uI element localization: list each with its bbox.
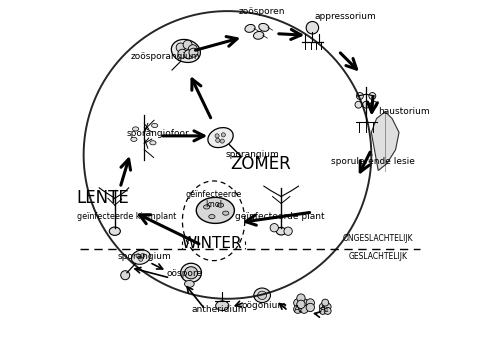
Text: ONGESLACHTELIJK: ONGESLACHTELIJK: [343, 234, 413, 243]
Circle shape: [120, 271, 130, 280]
Ellipse shape: [110, 227, 120, 235]
Ellipse shape: [204, 205, 210, 209]
Circle shape: [183, 40, 192, 49]
Circle shape: [306, 303, 314, 311]
Circle shape: [176, 43, 185, 52]
Text: oögonium: oögonium: [242, 301, 286, 309]
Circle shape: [320, 307, 326, 314]
Ellipse shape: [184, 280, 194, 287]
Circle shape: [306, 299, 314, 307]
Circle shape: [136, 254, 140, 258]
Circle shape: [216, 138, 220, 142]
Text: sporulerende lesie: sporulerende lesie: [332, 157, 415, 166]
Ellipse shape: [254, 288, 270, 303]
Ellipse shape: [184, 267, 198, 279]
Circle shape: [221, 133, 226, 137]
Text: zoösporen: zoösporen: [239, 7, 286, 16]
Ellipse shape: [131, 137, 137, 141]
Ellipse shape: [196, 197, 234, 223]
Circle shape: [294, 305, 302, 313]
Text: ZOMER: ZOMER: [230, 155, 291, 173]
Circle shape: [369, 93, 376, 100]
Ellipse shape: [172, 39, 200, 63]
Circle shape: [215, 134, 219, 138]
Circle shape: [220, 139, 224, 143]
Circle shape: [306, 22, 318, 34]
Text: oöspore: oöspore: [166, 269, 202, 278]
Circle shape: [184, 50, 193, 59]
Circle shape: [356, 93, 364, 100]
Ellipse shape: [132, 127, 138, 131]
Ellipse shape: [209, 215, 215, 219]
Text: GESLACHTELIJK: GESLACHTELIJK: [348, 252, 408, 261]
Circle shape: [189, 48, 198, 57]
Text: geïnfecteerde
knol: geïnfecteerde knol: [186, 190, 242, 209]
Polygon shape: [372, 112, 399, 171]
Circle shape: [178, 49, 187, 58]
Ellipse shape: [276, 227, 286, 235]
Ellipse shape: [254, 31, 264, 39]
Ellipse shape: [258, 291, 266, 300]
Circle shape: [320, 303, 326, 310]
Circle shape: [300, 299, 308, 307]
Text: appressorium: appressorium: [314, 13, 376, 22]
Circle shape: [324, 303, 331, 310]
Circle shape: [284, 227, 292, 235]
Circle shape: [138, 257, 143, 261]
Ellipse shape: [150, 141, 156, 145]
Text: sporangiofoor: sporangiofoor: [127, 129, 190, 137]
Ellipse shape: [216, 301, 229, 310]
Ellipse shape: [245, 25, 255, 32]
Circle shape: [324, 307, 331, 314]
Text: antheridium: antheridium: [191, 306, 246, 314]
Circle shape: [370, 101, 377, 108]
Circle shape: [297, 294, 305, 302]
Ellipse shape: [132, 250, 150, 264]
Text: sporangium: sporangium: [118, 252, 171, 261]
Text: haustorium: haustorium: [378, 107, 430, 116]
Circle shape: [270, 223, 278, 232]
Circle shape: [362, 101, 370, 108]
Circle shape: [322, 299, 328, 306]
Text: sporangium: sporangium: [226, 150, 280, 159]
Ellipse shape: [152, 124, 158, 128]
Circle shape: [300, 305, 308, 313]
Circle shape: [355, 101, 362, 108]
Text: WINTER: WINTER: [182, 236, 242, 251]
Circle shape: [297, 300, 305, 308]
Ellipse shape: [180, 263, 202, 282]
Text: A₂: A₂: [294, 306, 304, 314]
Text: A₁: A₁: [320, 306, 330, 314]
Text: geïnfecteerde kiemplant: geïnfecteerde kiemplant: [78, 212, 176, 221]
Circle shape: [294, 299, 302, 307]
Text: geïnfecteerde plant: geïnfecteerde plant: [234, 212, 324, 221]
Ellipse shape: [222, 211, 229, 215]
Ellipse shape: [218, 203, 224, 207]
Text: LENTE: LENTE: [76, 189, 129, 207]
Circle shape: [141, 253, 145, 258]
Ellipse shape: [258, 24, 269, 31]
Circle shape: [188, 45, 198, 54]
Text: zoösporangium: zoösporangium: [130, 52, 200, 61]
Ellipse shape: [208, 128, 233, 148]
